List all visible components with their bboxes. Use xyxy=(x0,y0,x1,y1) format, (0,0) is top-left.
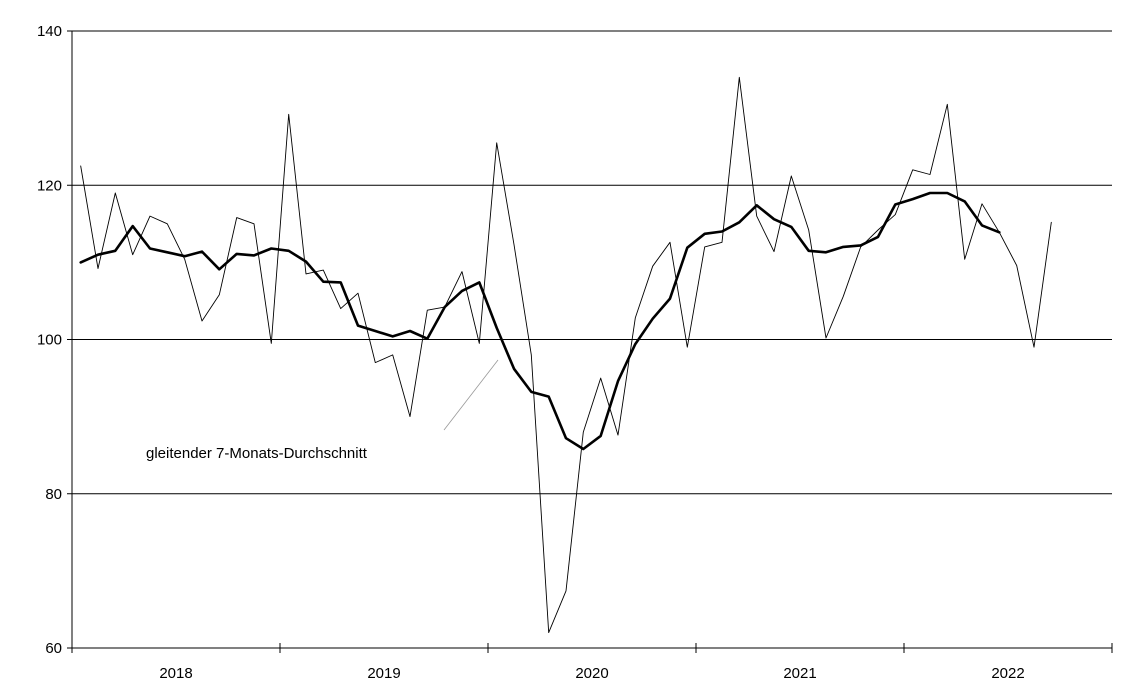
axes xyxy=(67,30,1113,653)
series-monthly-line xyxy=(80,76,1052,634)
y-tick-label: 80 xyxy=(45,486,62,503)
y-tick-label: 100 xyxy=(37,332,62,349)
annotation-label: gleitender 7-Monats-Durchschnitt xyxy=(146,445,368,462)
annotation-leader-line xyxy=(443,359,499,431)
y-tick-label: 140 xyxy=(37,23,62,40)
x-tick-label: 2021 xyxy=(783,665,816,682)
x-tick-label: 2020 xyxy=(575,665,608,682)
series-layer xyxy=(79,76,1052,634)
grid-lines xyxy=(72,30,1112,495)
x-tick-label: 2019 xyxy=(367,665,400,682)
x-tick-label: 2018 xyxy=(159,665,192,682)
y-tick-label: 120 xyxy=(37,177,62,194)
tick-labels: 60 80 100 120 140 2018 2019 2020 2021 2022 xyxy=(37,23,1025,682)
series-moving-average-line xyxy=(79,191,1001,451)
y-tick-label: 60 xyxy=(45,640,62,657)
x-tick-label: 2022 xyxy=(991,665,1024,682)
